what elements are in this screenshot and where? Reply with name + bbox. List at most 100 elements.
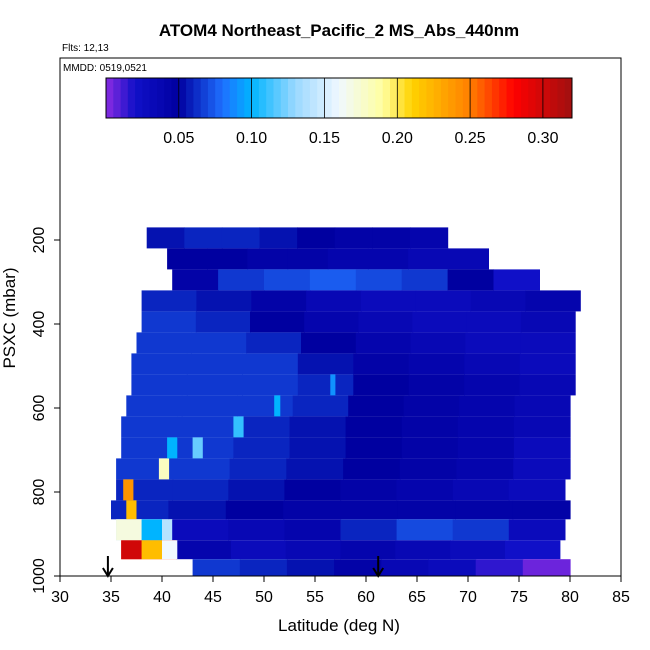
y-tick-label: 600 <box>31 395 48 422</box>
heatmap-cell <box>452 479 510 501</box>
y-tick-label: 1000 <box>31 558 48 594</box>
colorbar-segment <box>360 78 369 118</box>
colorbar-segment <box>484 78 493 118</box>
heatmap-cell <box>304 311 359 333</box>
heatmap-cell <box>221 227 261 249</box>
x-tick-label: 35 <box>102 589 120 606</box>
heatmap-cell <box>396 479 454 501</box>
heatmap-cell <box>172 269 219 291</box>
colorbar-segment <box>382 78 391 118</box>
heatmap-cell <box>181 395 238 417</box>
heatmap-cell <box>218 269 265 291</box>
heatmap-cell <box>428 559 477 576</box>
colorbar-segment <box>390 78 398 118</box>
x-tick-label: 80 <box>561 589 579 606</box>
colorbar-segment <box>309 78 318 118</box>
x-tick-label: 55 <box>306 589 324 606</box>
colorbar-segment <box>324 78 333 118</box>
colorbar-segment <box>564 78 573 118</box>
heatmap-cell <box>186 374 243 396</box>
colorbar-tick-label: 0.05 <box>163 130 194 147</box>
heatmap-cell <box>250 311 305 333</box>
colorbar-segment <box>106 78 114 118</box>
heatmap-anomaly-cell <box>192 437 203 459</box>
heatmap-cell <box>353 353 410 375</box>
heatmap-cell <box>306 290 362 312</box>
x-tick-label: 50 <box>255 589 273 606</box>
heatmap-anomaly-cell <box>162 540 178 560</box>
colorbar-segment <box>251 78 260 118</box>
heatmap-cell <box>459 395 516 417</box>
heatmap-cell <box>286 458 344 480</box>
date-note: MMDD: 0519,0521 <box>63 63 147 74</box>
heatmap-cell <box>246 332 302 354</box>
chart-title: ATOM4 Northeast_Pacific_2 MS_Abs_440nm <box>159 21 519 40</box>
colorbar-tick-label: 0.20 <box>382 130 413 147</box>
heatmap-cell <box>286 559 335 576</box>
y-tick-label: 800 <box>31 479 48 506</box>
heatmap-cell <box>410 332 466 354</box>
heatmap-cell <box>355 269 403 291</box>
heatmap-cell <box>465 332 521 354</box>
y-axis: 200 400 600 800 1000 <box>31 227 60 594</box>
heatmap-anomaly-cell <box>116 519 142 541</box>
colorbar-segment <box>339 78 347 118</box>
heatmap-anomaly-cell <box>233 416 244 438</box>
heatmap-cell <box>348 395 405 417</box>
heatmap-cell <box>172 519 229 541</box>
heatmap-cell <box>167 248 208 270</box>
heatmap-cell <box>146 227 185 249</box>
colorbar-segment <box>397 78 406 118</box>
heatmap-cell <box>505 540 561 560</box>
colorbar: 0.05 0.10 0.15 0.20 0.25 0.30 <box>105 77 573 147</box>
colorbar-segment <box>157 78 165 118</box>
heatmap-cell <box>283 500 342 520</box>
colorbar-segment <box>411 78 420 118</box>
heatmap-cell <box>466 311 522 333</box>
heatmap-anomaly-cell <box>141 519 162 541</box>
heatmap-cell <box>512 500 571 520</box>
colorbar-segment <box>273 78 282 118</box>
heatmap-cell <box>195 311 251 333</box>
colorbar-segment <box>535 78 544 118</box>
heatmap-cell <box>192 559 241 576</box>
heatmap-anomaly-cell <box>274 395 281 417</box>
heatmap-cell <box>225 500 284 520</box>
heatmap-cell <box>520 311 576 333</box>
colorbar-segment <box>513 78 522 118</box>
heatmap-cell <box>126 395 183 417</box>
colorbar-segment <box>295 78 304 118</box>
colorbar-segment <box>127 78 136 118</box>
colorbar-segment <box>280 78 289 118</box>
heatmap-cell <box>177 416 234 438</box>
colorbar-segment <box>266 78 274 118</box>
colorbar-segment <box>215 78 223 118</box>
colorbar-segment <box>404 78 413 118</box>
colorbar-segment <box>499 78 507 118</box>
heatmap-cell <box>358 311 414 333</box>
heatmap-cell <box>141 311 197 333</box>
heatmap-cell <box>340 519 398 541</box>
heatmap-cell <box>251 290 307 312</box>
heatmap-cell <box>408 353 465 375</box>
heatmap-cell <box>168 500 227 520</box>
heatmap-cell <box>401 416 459 438</box>
colorbar-segment <box>506 78 515 118</box>
heatmap-cell <box>367 248 409 270</box>
heatmap-cell <box>450 540 506 560</box>
heatmap-cell <box>186 353 243 375</box>
heatmap-cell <box>141 290 197 312</box>
heatmap-cell <box>309 269 357 291</box>
heatmap-cell <box>233 416 291 438</box>
heatmap-cell <box>242 353 299 375</box>
heatmap-cell <box>191 332 247 354</box>
colorbar-segment <box>353 78 362 118</box>
heatmap-cell <box>247 248 289 270</box>
colorbar-segment <box>222 78 231 118</box>
heatmap-cell <box>408 374 465 396</box>
colorbar-segment <box>142 78 151 118</box>
colorbar-segment <box>178 78 187 118</box>
colorbar-segment <box>229 78 238 118</box>
